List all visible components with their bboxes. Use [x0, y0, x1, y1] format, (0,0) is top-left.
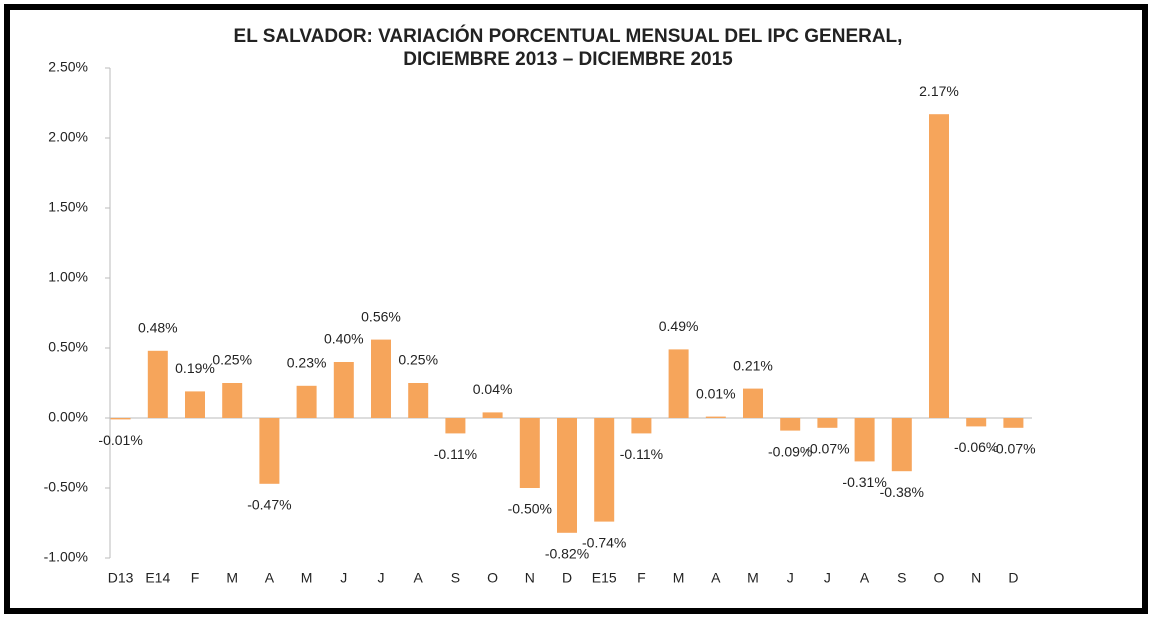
data-label: 0.23% — [287, 355, 327, 371]
bar — [445, 418, 466, 434]
data-label: -0.74% — [582, 534, 626, 550]
data-label: 0.40% — [324, 331, 364, 347]
bar — [668, 349, 689, 418]
bar — [891, 418, 912, 472]
x-tick-label: O — [934, 570, 945, 586]
bar — [780, 418, 801, 431]
x-tick-label: F — [637, 570, 646, 586]
x-tick-label: M — [226, 570, 238, 586]
bar — [594, 418, 615, 522]
y-tick-label: -1.00% — [44, 549, 88, 565]
data-label: 0.48% — [138, 320, 178, 336]
x-tick-label: A — [860, 570, 870, 586]
bar — [743, 388, 763, 418]
bar — [147, 350, 168, 418]
x-tick-label: N — [971, 570, 981, 586]
data-label: -0.07% — [805, 441, 849, 457]
bar — [371, 339, 391, 418]
bar — [854, 418, 875, 462]
bar — [482, 412, 503, 418]
bar — [259, 418, 280, 484]
data-label: -0.11% — [434, 446, 477, 462]
bar — [1003, 418, 1024, 428]
x-tick-label: S — [451, 570, 460, 586]
x-tick-label: J — [378, 570, 385, 586]
x-tick-label: O — [487, 570, 498, 586]
bar — [817, 418, 838, 428]
x-tick-label: F — [191, 570, 200, 586]
x-tick-label: M — [301, 570, 313, 586]
data-label: -0.50% — [508, 501, 552, 517]
data-label: 0.19% — [175, 360, 215, 376]
data-label: 0.56% — [361, 308, 401, 324]
x-tick-label: D — [562, 570, 572, 586]
data-label: -0.31% — [842, 474, 886, 490]
bar — [557, 418, 577, 533]
chart-title: EL SALVADOR: VARIACIÓN PORCENTUAL MENSUA… — [234, 25, 903, 47]
data-label: -0.01% — [98, 432, 142, 448]
x-tick-label: J — [824, 570, 831, 586]
data-label: -0.38% — [880, 484, 924, 500]
x-tick-label: M — [673, 570, 685, 586]
x-tick-label: A — [265, 570, 275, 586]
data-label: -0.11% — [620, 446, 663, 462]
x-tick-label: J — [787, 570, 794, 586]
x-tick-label: J — [340, 570, 347, 586]
data-label: -0.82% — [545, 546, 589, 562]
y-tick-label: 1.50% — [48, 199, 88, 215]
data-label: -0.07% — [991, 441, 1035, 457]
data-label: 0.25% — [212, 352, 252, 368]
data-label: 2.17% — [919, 83, 959, 99]
y-tick-label: 0.00% — [48, 409, 88, 425]
data-label: -0.09% — [768, 443, 812, 459]
y-tick-label: 1.00% — [48, 269, 88, 285]
x-tick-label: E14 — [145, 570, 170, 586]
bar — [705, 416, 726, 418]
bar — [110, 418, 131, 420]
bar — [929, 114, 949, 418]
x-tick-label: A — [711, 570, 721, 586]
data-label: 0.01% — [696, 385, 736, 401]
x-tick-label: N — [525, 570, 535, 586]
data-label: -0.06% — [954, 439, 998, 455]
x-tick-label: D13 — [108, 570, 134, 586]
bar — [333, 362, 354, 418]
y-tick-label: 0.50% — [48, 339, 88, 355]
x-tick-label: E15 — [592, 570, 617, 586]
y-tick-label: 2.50% — [48, 59, 88, 75]
frame — [4, 4, 1148, 614]
data-label: 0.25% — [398, 352, 438, 368]
data-label: -0.47% — [247, 497, 291, 513]
x-tick-label: A — [414, 570, 424, 586]
bar — [519, 418, 540, 488]
x-tick-label: D — [1008, 570, 1018, 586]
data-label: 0.21% — [733, 357, 773, 373]
chart-title: DICIEMBRE 2013 – DICIEMBRE 2015 — [403, 49, 733, 70]
y-tick-label: 2.00% — [48, 129, 88, 145]
bar — [222, 383, 243, 418]
x-tick-label: S — [897, 570, 906, 586]
y-tick-label: -0.50% — [44, 479, 88, 495]
x-tick-label: M — [747, 570, 759, 586]
bar — [296, 385, 317, 418]
bar — [185, 391, 205, 418]
bar — [631, 418, 652, 434]
bar — [408, 383, 429, 418]
data-label: 0.04% — [473, 381, 513, 397]
data-label: 0.49% — [659, 318, 699, 334]
bar — [966, 418, 987, 427]
